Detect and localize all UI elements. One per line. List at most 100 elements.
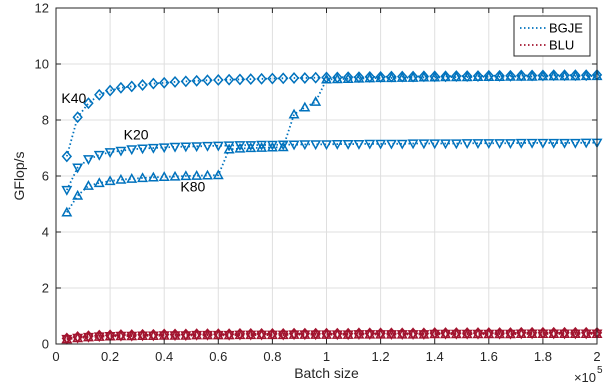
data-point-marker: [277, 329, 289, 340]
data-point-marker: [548, 328, 560, 339]
data-point-marker: [310, 140, 322, 151]
x-tick-label: 0.2: [101, 349, 119, 364]
data-point-marker: [504, 328, 516, 339]
series-line: [65, 74, 598, 157]
x-tick-label: 2: [593, 349, 600, 364]
data-point-marker: [440, 328, 451, 339]
data-point-marker: [450, 71, 462, 82]
ticks: 0 0.2 0.4 0.6 0.8 1 1.2 1.4 1.6 1.8 2 0 2 4 6 8 10 12: [35, 1, 601, 365]
data-point-marker: [515, 138, 527, 149]
data-point-marker: [180, 329, 192, 340]
data-point-marker: [418, 71, 430, 82]
data-point-marker: [504, 139, 516, 149]
data-point-marker: [375, 139, 387, 150]
data-point-marker: [537, 70, 549, 81]
data-point-marker: [483, 71, 495, 81]
data-point-marker: [548, 138, 560, 149]
data-point-marker: [299, 101, 311, 112]
data-point-marker: [375, 72, 387, 83]
data-point-marker: [364, 328, 376, 339]
data-point-marker: [234, 141, 246, 151]
data-point-marker: [537, 138, 549, 149]
y-tick-label: 10: [35, 57, 49, 72]
data-point-marker: [537, 328, 549, 339]
data-point-marker: [72, 111, 83, 124]
data-point-marker: [331, 139, 343, 150]
series-bgje-k80: [61, 70, 603, 217]
data-point-marker: [569, 328, 581, 339]
data-point-marker: [461, 139, 473, 149]
data-point-marker: [515, 70, 527, 81]
data-point-marker: [256, 141, 268, 152]
data-point-marker: [180, 75, 192, 88]
data-point-marker: [191, 329, 203, 340]
data-point-marker: [450, 139, 462, 150]
data-point-marker: [126, 80, 137, 93]
data-point-marker: [299, 72, 311, 84]
data-point-marker: [212, 141, 224, 152]
data-point-marker: [580, 70, 592, 81]
data-point-marker: [288, 72, 300, 84]
data-point-marker: [202, 169, 213, 180]
data-point-marker: [266, 141, 278, 152]
data-point-marker: [472, 71, 484, 81]
data-point-marker: [158, 171, 170, 181]
x-tick-label: 1.8: [534, 349, 552, 364]
y-tick-label: 6: [42, 169, 49, 184]
data-point-marker: [310, 71, 321, 84]
y-tick-label: 0: [42, 337, 49, 352]
data-point-marker: [137, 144, 149, 155]
data-point-marker: [223, 73, 235, 86]
data-point-marker: [569, 70, 581, 81]
x-tick-label: 1: [323, 349, 330, 364]
x-tick-label: 1.6: [480, 349, 498, 364]
x-tick-label: 0.4: [155, 349, 173, 364]
legend-label-bgje: BGJE: [549, 21, 583, 36]
data-point-marker: [515, 328, 527, 339]
series-line: [66, 75, 597, 213]
series-bgje-k20: [61, 138, 603, 196]
data-point-marker: [169, 329, 181, 340]
data-point-marker: [299, 329, 311, 339]
y-tick-label: 8: [42, 113, 49, 128]
data-point-marker: [559, 70, 571, 81]
y-tick-label: 12: [35, 1, 49, 16]
data-point-marker: [321, 329, 332, 339]
data-point-marker: [93, 330, 105, 341]
data-point-marker: [385, 72, 397, 83]
data-point-marker: [158, 143, 170, 154]
data-point-marker: [559, 328, 571, 339]
data-point-marker: [212, 169, 224, 180]
data-point-marker: [494, 139, 506, 149]
data-point-marker: [559, 138, 571, 149]
data-point-marker: [147, 143, 159, 154]
y-tick-label: 2: [42, 281, 49, 296]
data-point-marker: [278, 72, 289, 85]
data-point-marker: [147, 330, 159, 340]
data-point-marker: [526, 70, 538, 81]
legend-box: [513, 15, 591, 57]
data-point-marker: [375, 328, 387, 339]
data-point-marker: [126, 173, 138, 183]
y-axis-title: GFlop/s: [11, 151, 27, 200]
data-point-marker: [104, 175, 116, 186]
data-point-marker: [61, 185, 73, 196]
data-point-marker: [137, 172, 149, 183]
data-point-marker: [483, 139, 495, 149]
data-point-marker: [115, 173, 127, 184]
data-point-marker: [385, 328, 397, 339]
data-point-marker: [310, 96, 322, 106]
data-point-marker: [202, 74, 213, 87]
data-point-marker: [353, 139, 365, 150]
data-point-marker: [288, 140, 300, 151]
data-point-marker: [277, 140, 289, 151]
x-exponent-base: ×10: [574, 370, 596, 385]
data-point-marker: [212, 329, 224, 340]
data-point-marker: [472, 139, 484, 149]
data-point-marker: [418, 328, 430, 339]
data-point-marker: [429, 71, 441, 82]
data-point-marker: [245, 142, 257, 153]
data-point-marker: [342, 329, 354, 339]
data-point-marker: [440, 71, 451, 82]
